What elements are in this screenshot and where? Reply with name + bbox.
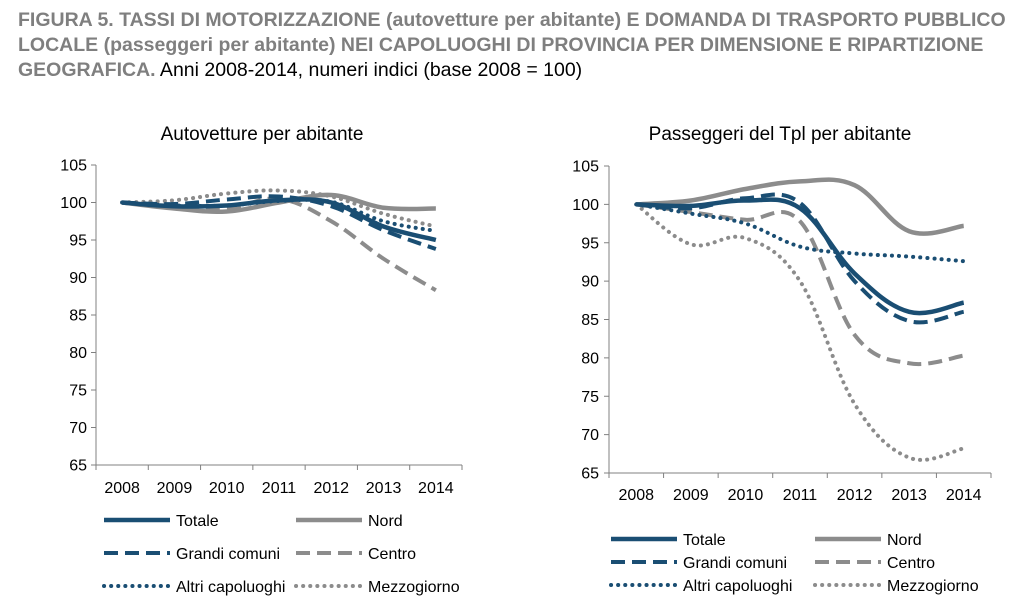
- y-tick-label: 95: [69, 233, 87, 250]
- y-tick-label: 70: [581, 427, 599, 444]
- x-tick-label: 2012: [313, 480, 349, 497]
- legend-label: Mezzogiorno: [887, 578, 979, 595]
- x-tick-label: 2014: [418, 480, 454, 497]
- legend-label: Nord: [887, 532, 922, 549]
- legend-label: Totale: [683, 532, 726, 549]
- figure-title-bold: FIGURA 5. TASSI DI MOTORIZZAZIONE (autov…: [18, 9, 1006, 81]
- legend-label: Altri capoluoghi: [176, 579, 285, 596]
- x-tick-label: 2010: [209, 480, 245, 497]
- y-tick-label: 65: [69, 458, 87, 475]
- legend-item-altri: Altri capoluoghi: [102, 579, 285, 596]
- series-line-centro: [122, 196, 437, 292]
- legend-label: Nord: [368, 513, 403, 530]
- y-tick-label: 95: [581, 235, 599, 252]
- series-line-grandi: [636, 192, 965, 325]
- legend-item-mezzogiorno: Mezzogiorno: [813, 578, 979, 595]
- y-tick-label: 90: [581, 274, 599, 291]
- legend-label: Totale: [176, 513, 219, 530]
- legend-item-altri: Altri capoluoghi: [609, 578, 792, 595]
- series-line-totale: [121, 197, 437, 243]
- chart-2: Passeggeri del Tpl per abitante 65 70 75 80 8…: [572, 124, 992, 595]
- figure-title-normal: Anni 2008-2014, numeri indici (base 2008…: [155, 59, 583, 81]
- x-tick-label: 2013: [891, 487, 927, 504]
- y-tick-label: 80: [581, 350, 599, 367]
- series-line-mezzogiorno: [120, 188, 438, 229]
- legend-item-totale: Totale: [611, 532, 726, 549]
- y-tick-label: 100: [572, 197, 599, 214]
- legend-item-grandi: Grandi comuni: [104, 546, 280, 563]
- legend-label: Altri capoluoghi: [683, 578, 792, 595]
- x-tick-label: 2008: [618, 487, 654, 504]
- x-tick-label: 2011: [783, 487, 818, 504]
- legend-item-centro: Centro: [815, 555, 935, 572]
- x-tick-label: 2011: [262, 480, 297, 497]
- y-tick-label: 105: [572, 159, 599, 176]
- legend-item-centro: Centro: [296, 546, 416, 563]
- x-tick-label: 2013: [366, 480, 402, 497]
- series-line-centro: [636, 202, 965, 367]
- x-tick-label: 2009: [673, 487, 709, 504]
- y-tick-label: 80: [69, 345, 87, 362]
- legend-item-grandi: Grandi comuni: [611, 555, 787, 572]
- x-tick-label: 2012: [837, 487, 873, 504]
- legend-item-nord: Nord: [815, 532, 922, 549]
- x-tick-label: 2010: [728, 487, 764, 504]
- y-tick-label: 100: [60, 195, 87, 212]
- series-line-altri: [634, 202, 966, 264]
- y-tick-label: 85: [69, 308, 87, 325]
- y-tick-label: 90: [69, 270, 87, 287]
- y-tick-label: 70: [69, 420, 87, 437]
- x-tick-label: 2014: [946, 487, 982, 504]
- series-line-nord: [636, 177, 965, 236]
- figure-title: FIGURA 5. TASSI DI MOTORIZZAZIONE (autov…: [18, 8, 1013, 83]
- y-tick-label: 85: [581, 312, 599, 329]
- legend-label: Grandi comuni: [683, 555, 787, 572]
- y-tick-label: 75: [581, 389, 599, 406]
- x-tick-label: 2008: [104, 480, 140, 497]
- legend: Totale Nord Grandi comuni Centro Altri capol…: [609, 532, 979, 595]
- series-line-mezzogiorno: [634, 202, 966, 462]
- chart-title: Autovetture per abitante: [161, 124, 364, 145]
- y-tick-label: 75: [69, 383, 87, 400]
- series-line-totale: [636, 197, 965, 316]
- chart-1: Autovetture per abitante 65 70 75 80 85 90 95 10…: [60, 124, 463, 596]
- y-tick-label: 105: [60, 158, 87, 175]
- chart-title: Passeggeri del Tpl per abitante: [649, 124, 912, 145]
- x-tick-label: 2009: [157, 480, 193, 497]
- legend-label: Mezzogiorno: [368, 579, 460, 596]
- legend: Totale Nord Grandi comuni Centro Altri capol…: [102, 513, 460, 596]
- legend-item-totale: Totale: [104, 513, 219, 530]
- y-tick-label: 65: [581, 466, 599, 483]
- legend-item-mezzogiorno: Mezzogiorno: [294, 579, 460, 596]
- legend-label: Centro: [368, 546, 416, 563]
- legend-label: Grandi comuni: [176, 546, 280, 563]
- legend-label: Centro: [887, 555, 935, 572]
- legend-item-nord: Nord: [296, 513, 403, 530]
